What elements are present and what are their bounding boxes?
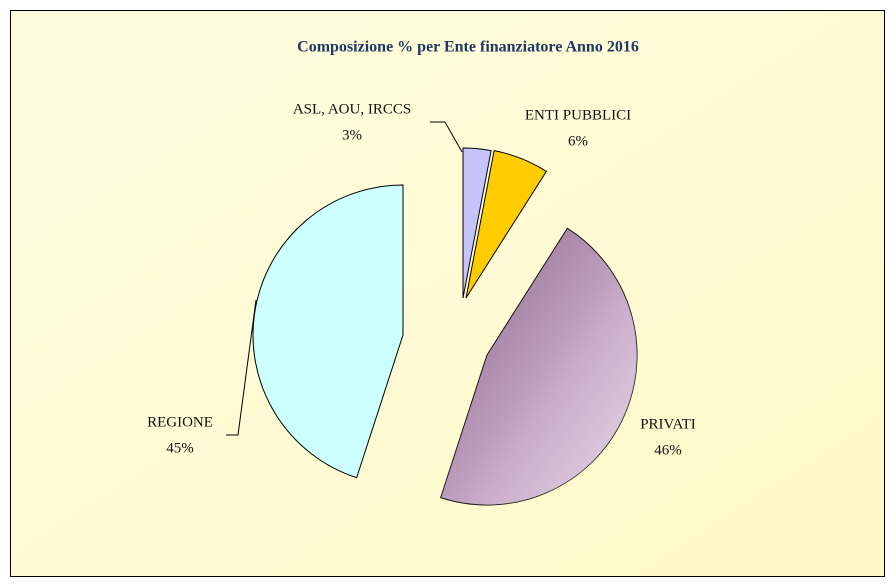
leader-line (430, 121, 463, 153)
slice-label: PRIVATI (640, 416, 696, 432)
slice-shading (440, 228, 638, 506)
slice-label: ASL, AOU, IRCCS (293, 101, 411, 117)
slice-value-label: 45% (166, 440, 194, 456)
slice-value-label: 3% (342, 127, 362, 143)
pie-slice (465, 150, 548, 299)
leader-line (226, 299, 257, 436)
chart-title: Composizione % per Ente finanziatore Ann… (297, 39, 639, 56)
slice-value-label: 46% (654, 442, 682, 458)
pie-slice (462, 147, 492, 299)
slice-value-label: 6% (568, 133, 588, 149)
slice-label: REGIONE (147, 414, 213, 430)
slice-label: ENTI PUBBLICI (525, 107, 631, 123)
